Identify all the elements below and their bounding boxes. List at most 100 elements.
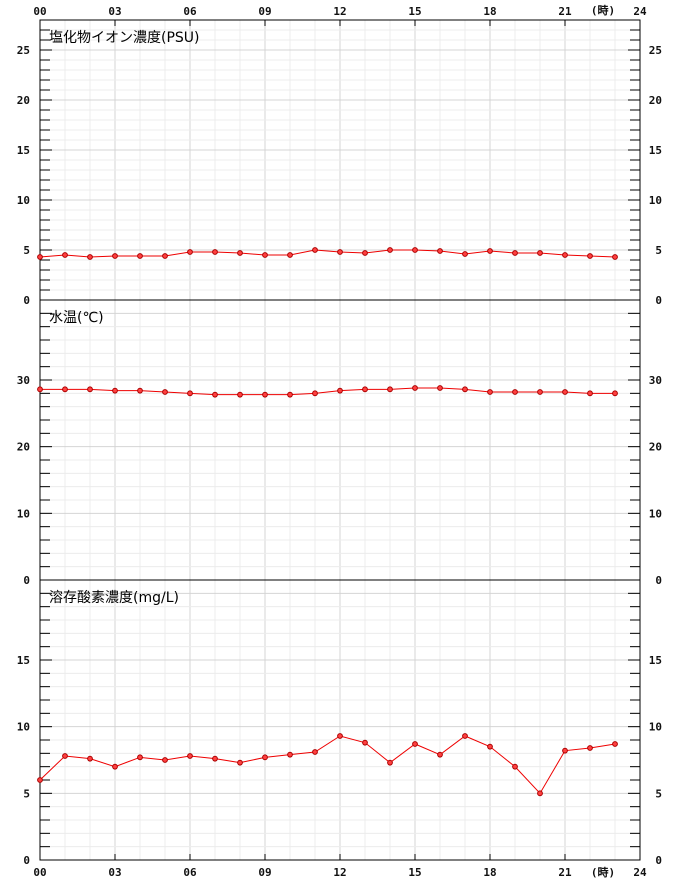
data-point: [287, 252, 293, 258]
y-tick-label-right: 0: [655, 294, 662, 307]
x-unit-label-top: (時): [591, 3, 615, 17]
data-point: [137, 387, 143, 394]
y-tick-label-right: 10: [649, 721, 662, 734]
data-point: [62, 753, 68, 759]
y-tick-label-left: 10: [17, 194, 30, 207]
data-point: [537, 389, 543, 395]
data-point: [362, 739, 368, 746]
data-point: [412, 385, 418, 391]
data-point: [512, 250, 518, 256]
data-point: [162, 757, 168, 763]
y-tick-label-left: 10: [17, 507, 30, 520]
data-point: [337, 387, 343, 394]
y-tick-label-right: 20: [649, 94, 662, 107]
series-line: [40, 387, 615, 396]
data-point: [587, 253, 593, 259]
data-point: [537, 790, 543, 797]
data-point: [312, 749, 318, 755]
y-tick-label-left: 30: [17, 374, 30, 387]
data-point: [587, 745, 593, 751]
data-point: [162, 389, 168, 395]
series-line: [39, 735, 616, 795]
x-tick-label-top: 03: [108, 5, 121, 18]
y-tick-label-left: 15: [17, 654, 30, 667]
y-tick-label-left: 15: [17, 144, 30, 157]
data-point: [237, 250, 243, 256]
data-point: [287, 751, 293, 758]
x-tick-label-bottom: 21: [558, 866, 572, 879]
data-point: [387, 386, 393, 393]
x-tick-label-bottom: 09: [258, 866, 271, 879]
y-tick-label-right: 20: [649, 441, 662, 454]
x-tick-label-top: 15: [408, 5, 421, 18]
data-point: [212, 391, 218, 398]
data-point: [612, 254, 618, 260]
data-point: [262, 754, 268, 761]
panel-title: 塩化物イオン濃度(PSU): [49, 30, 200, 46]
data-point: [487, 743, 493, 750]
data-point: [462, 386, 468, 393]
x-tick-label-bottom: 18: [483, 866, 496, 879]
y-tick-label-right: 30: [649, 374, 662, 387]
x-tick-label-bottom: 06: [183, 866, 197, 879]
data-point: [37, 254, 43, 260]
data-point: [87, 254, 93, 260]
y-tick-label-left: 0: [23, 294, 30, 307]
x-tick-label-top: 09: [258, 5, 271, 18]
x-tick-label-top: 06: [183, 5, 197, 18]
x-tick-label-bottom: 24: [633, 866, 647, 879]
axes-layer: [39, 19, 641, 861]
data-point: [387, 759, 393, 766]
data-point: [587, 390, 593, 397]
series-line: [39, 249, 616, 258]
y-tick-label-right: 5: [655, 787, 662, 800]
y-tick-label-right: 0: [655, 854, 662, 867]
data-point: [487, 248, 493, 254]
data-point: [562, 747, 568, 754]
data-point: [62, 252, 68, 258]
data-point: [562, 389, 568, 395]
data-point: [262, 391, 268, 398]
x-tick-label-bottom: 03: [108, 866, 121, 879]
y-tick-label-left: 20: [17, 441, 30, 454]
data-point: [37, 777, 43, 783]
data-point: [412, 247, 418, 253]
y-tick-label-right: 5: [655, 244, 662, 257]
data-point: [112, 763, 118, 770]
data-point: [137, 253, 143, 259]
grid-layer: [40, 20, 640, 860]
data-point: [537, 250, 543, 256]
data-point: [437, 248, 443, 254]
data-point: [387, 247, 393, 253]
data-point: [487, 389, 493, 395]
data-point: [237, 759, 243, 766]
data-point: [612, 741, 618, 747]
y-tick-label-left: 25: [17, 44, 30, 57]
x-tick-label-top: 00: [33, 5, 46, 18]
data-point: [237, 391, 243, 398]
data-point: [312, 390, 318, 397]
y-tick-label-left: 0: [23, 854, 30, 867]
x-unit-label-bottom: (時): [591, 865, 615, 879]
x-tick-label-bottom: 00: [33, 866, 46, 879]
y-tick-label-right: 0: [655, 574, 662, 587]
data-point: [512, 763, 518, 770]
data-point: [112, 253, 118, 259]
data-point: [337, 249, 343, 255]
data-point: [37, 386, 43, 393]
series-layer: [37, 247, 618, 797]
data-point: [287, 391, 293, 398]
data-point: [437, 385, 443, 391]
data-point: [262, 252, 268, 258]
panel-title: 溶存酸素濃度(mg/L): [49, 590, 179, 606]
data-point: [187, 390, 193, 397]
data-point: [187, 249, 193, 255]
data-point: [362, 386, 368, 393]
data-point: [212, 755, 218, 762]
y-tick-label-left: 0: [23, 574, 30, 587]
data-point: [437, 751, 443, 758]
y-tick-label-right: 25: [649, 44, 662, 57]
x-tick-label-top: 21: [558, 5, 572, 18]
